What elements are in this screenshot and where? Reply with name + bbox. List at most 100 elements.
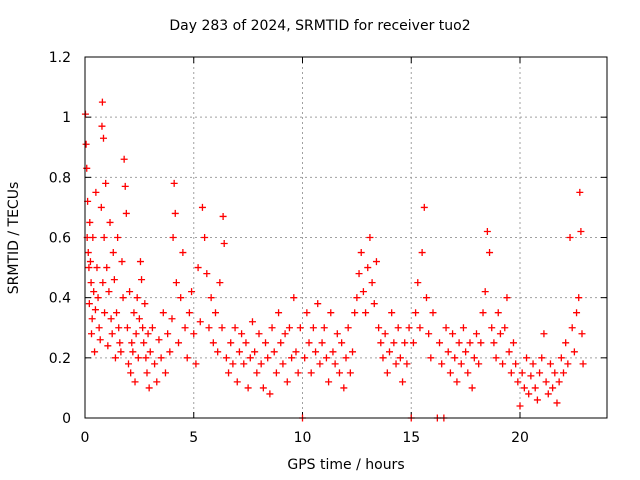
data-point: [117, 348, 125, 356]
data-point: [231, 324, 239, 332]
data-point: [536, 369, 544, 377]
data-point: [86, 218, 94, 226]
data-point: [125, 360, 132, 368]
data-point: [390, 339, 398, 347]
data-point: [134, 354, 142, 362]
data-point: [82, 140, 90, 148]
data-point: [272, 369, 280, 377]
data-point: [242, 339, 250, 347]
data-point: [527, 372, 535, 380]
data-point: [359, 288, 367, 296]
data-point: [325, 378, 333, 386]
data-point: [444, 348, 452, 356]
data-point: [114, 234, 122, 241]
data-point: [577, 227, 585, 235]
data-point: [113, 309, 121, 317]
data-point: [198, 203, 206, 211]
data-point: [490, 339, 498, 347]
data-point: [503, 294, 511, 302]
y-tick-label: 0: [62, 411, 71, 427]
data-point: [194, 264, 202, 272]
data-point: [88, 330, 96, 338]
data-point: [140, 339, 148, 347]
data-point: [148, 324, 156, 332]
data-point: [416, 324, 424, 332]
data-point: [366, 234, 374, 241]
y-axis-label: SRMTID / TECUs: [6, 181, 22, 295]
data-point: [529, 360, 537, 368]
data-point: [132, 330, 140, 338]
data-point: [312, 348, 320, 356]
data-point: [141, 300, 149, 308]
data-point: [377, 339, 385, 347]
data-point: [462, 348, 470, 356]
data-point: [203, 270, 211, 278]
data-point: [564, 360, 572, 368]
data-point: [327, 309, 335, 317]
data-point: [251, 348, 259, 356]
data-point: [322, 354, 330, 362]
x-axis-label: GPS time / hours: [287, 457, 405, 473]
data-point: [523, 354, 531, 362]
data-point: [108, 330, 116, 338]
data-point: [127, 369, 135, 377]
data-point: [383, 369, 391, 377]
data-point: [531, 384, 539, 392]
data-point: [87, 279, 95, 287]
data-point: [396, 354, 404, 362]
data-point: [457, 360, 465, 368]
data-point: [122, 209, 130, 217]
data-point: [520, 384, 528, 392]
data-point: [464, 369, 472, 377]
data-point: [475, 360, 483, 368]
data-point: [183, 354, 191, 362]
data-point: [496, 330, 504, 338]
data-point: [161, 369, 169, 377]
data-point: [279, 360, 287, 368]
data-point: [185, 309, 193, 317]
data-point: [131, 378, 139, 386]
data-point: [209, 339, 217, 347]
data-point: [488, 324, 496, 332]
data-point: [518, 369, 526, 377]
data-point: [175, 339, 183, 347]
data-point: [318, 339, 326, 347]
data-point: [309, 324, 317, 332]
data-point: [579, 360, 587, 368]
data-point: [181, 324, 189, 332]
data-point: [370, 300, 378, 308]
y-tick-label: 0.8: [49, 170, 71, 186]
data-point: [283, 378, 291, 386]
data-point: [118, 258, 126, 266]
data-point: [106, 218, 114, 226]
data-point: [514, 378, 522, 386]
data-point: [104, 342, 112, 350]
data-point: [143, 369, 151, 377]
data-point: [455, 339, 463, 347]
data-point: [292, 348, 300, 356]
data-point: [281, 330, 289, 338]
data-point: [362, 309, 370, 317]
x-tick-label: 0: [81, 430, 90, 446]
data-point: [229, 360, 237, 368]
data-point: [107, 315, 115, 323]
data-point: [121, 182, 129, 190]
data-point: [238, 330, 246, 338]
data-point: [138, 276, 146, 284]
data-point: [88, 315, 96, 323]
data-point: [98, 98, 106, 106]
data-point: [90, 288, 98, 296]
data-point: [233, 378, 241, 386]
data-point: [344, 324, 352, 332]
data-point: [331, 360, 339, 368]
data-point: [89, 234, 97, 241]
data-point: [270, 348, 278, 356]
data-point: [446, 369, 454, 377]
data-point: [512, 360, 520, 368]
grid-lines: [85, 57, 607, 418]
data-point: [157, 354, 165, 362]
x-tick-label: 15: [402, 430, 420, 446]
data-point: [468, 384, 476, 392]
data-point: [422, 294, 430, 302]
data-point: [305, 339, 313, 347]
